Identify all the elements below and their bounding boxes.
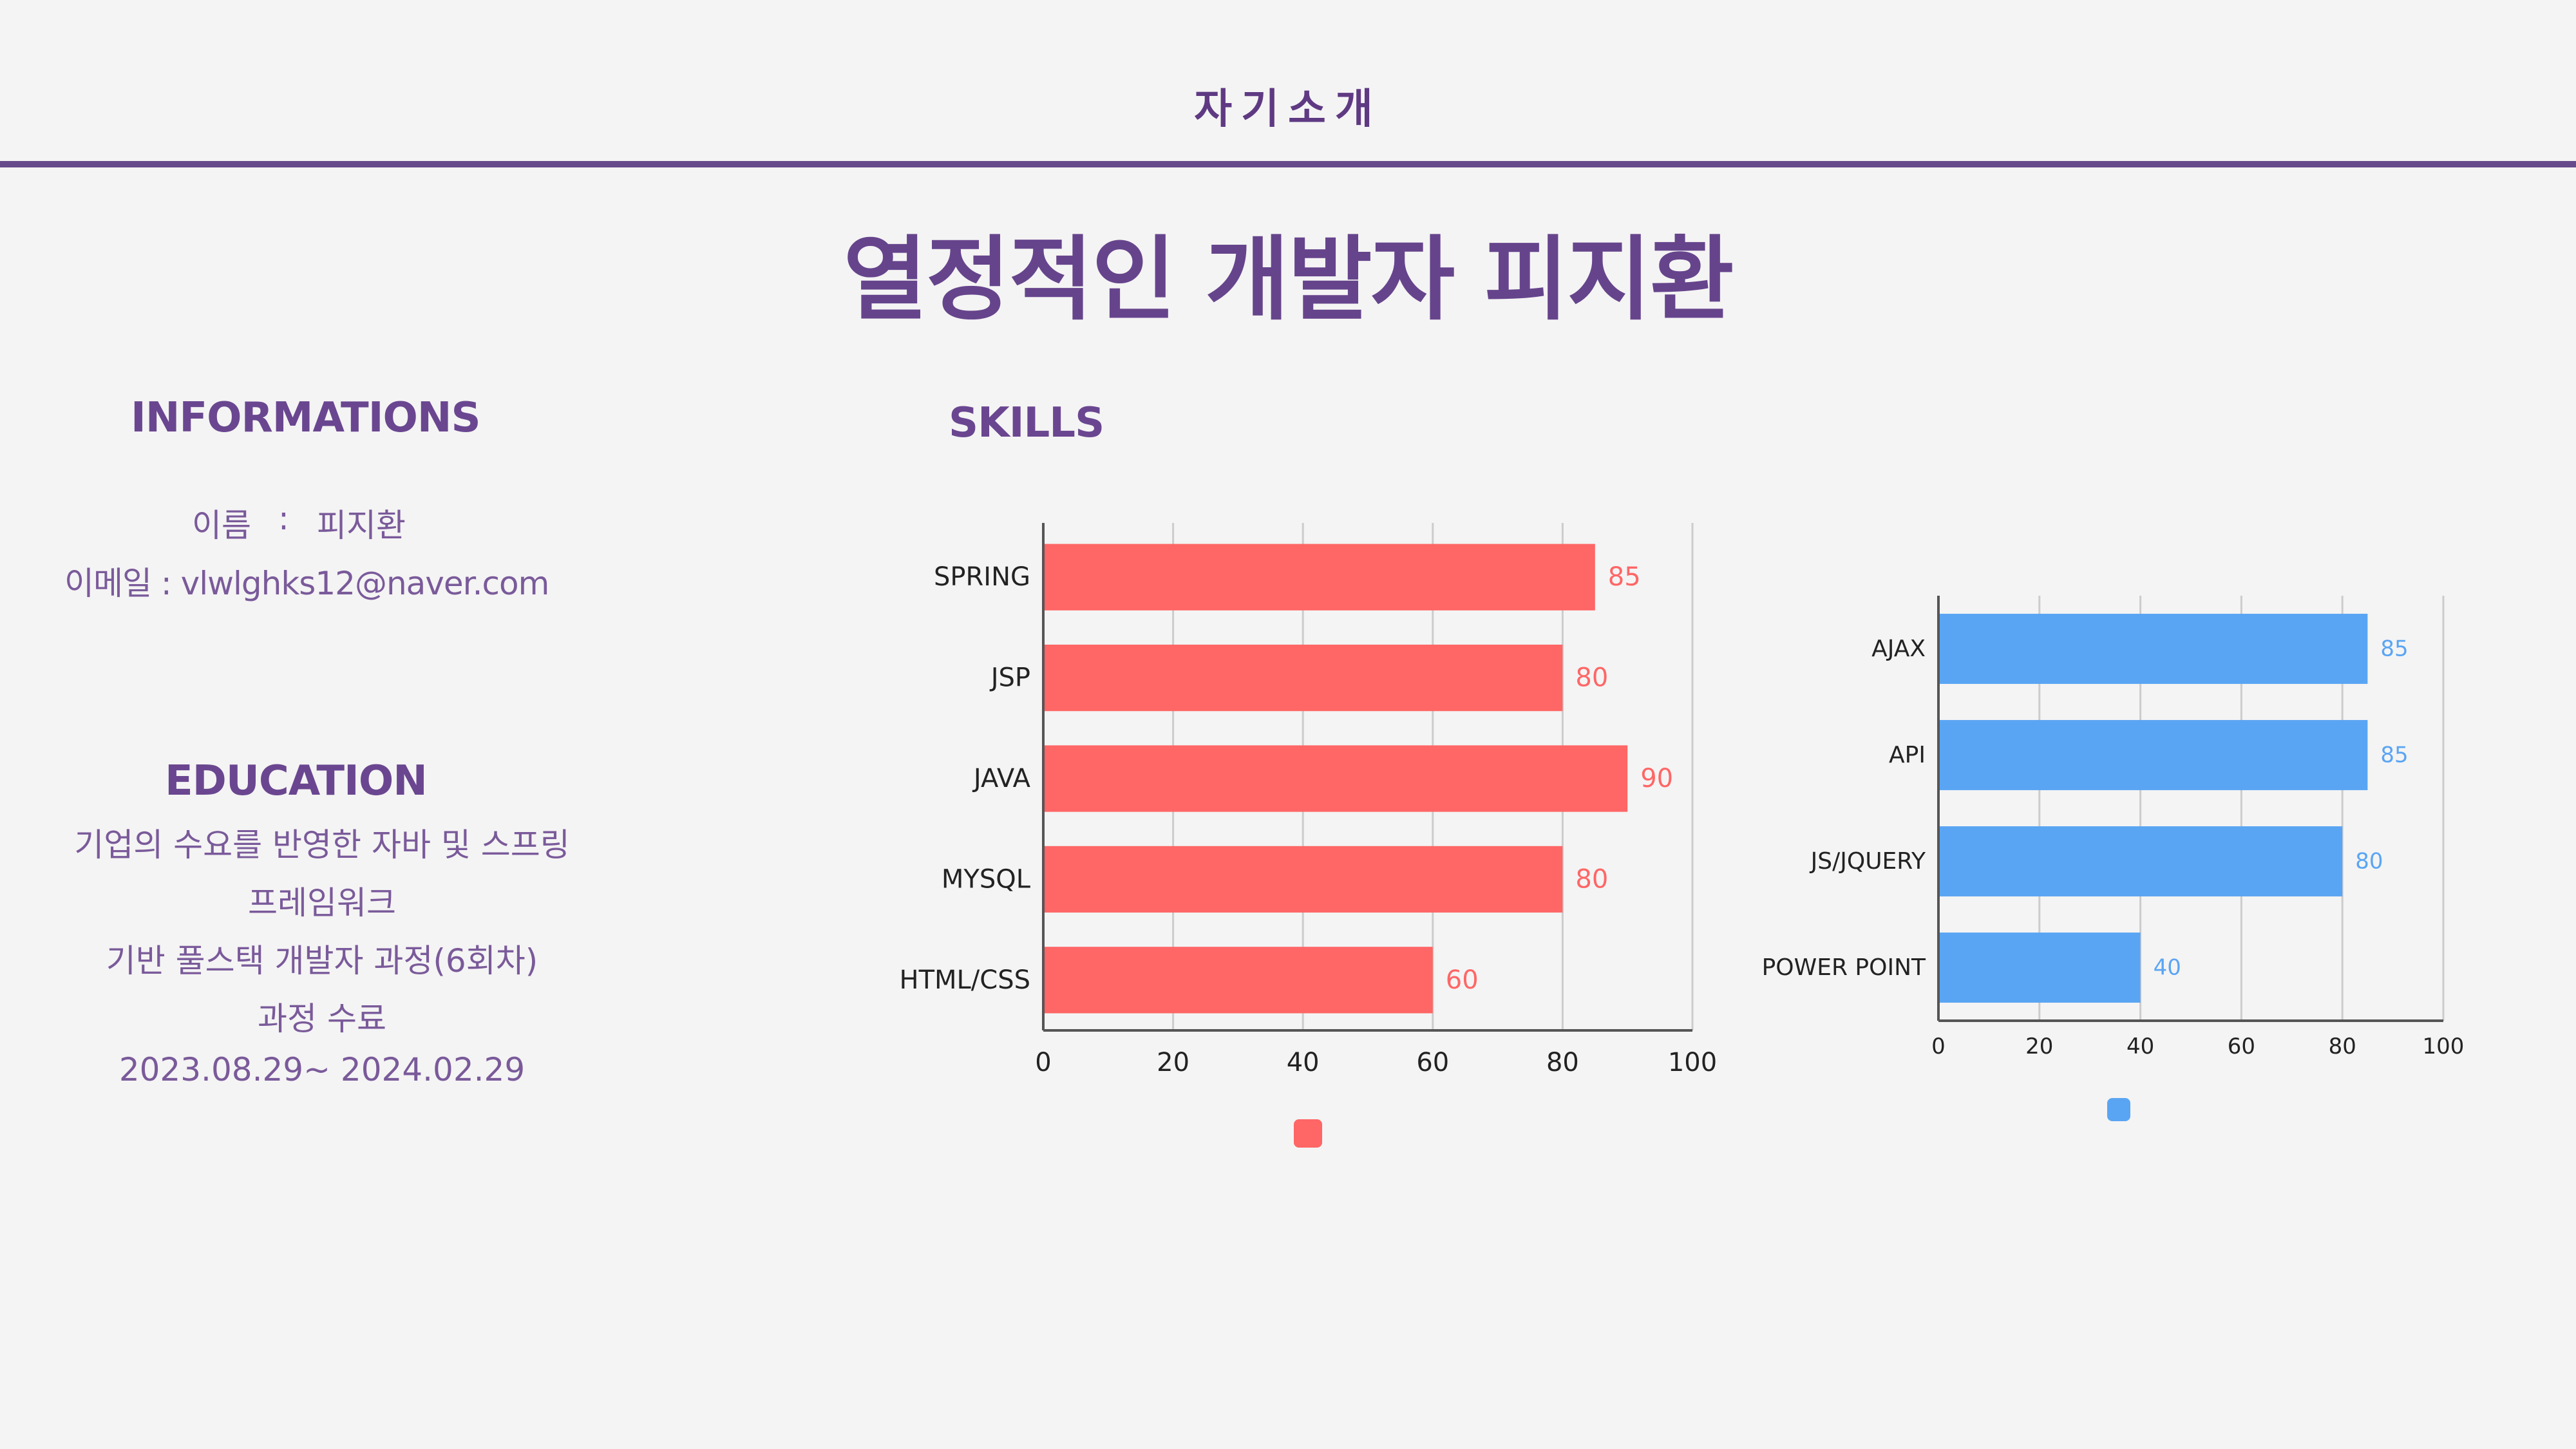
chart-1-tick-label: 20 bbox=[1157, 1048, 1189, 1077]
chart-2-category-label: API bbox=[1889, 742, 1926, 768]
chart-1-value-label: 85 bbox=[1608, 562, 1641, 592]
main-title: 열정적인 개발자 피지환 bbox=[843, 227, 1734, 333]
chart-1-tick-label: 0 bbox=[1035, 1048, 1051, 1077]
chart-1-tick-label: 40 bbox=[1287, 1048, 1320, 1077]
chart-2-legend-swatch bbox=[2107, 1098, 2130, 1121]
chart-1-tick-label: 80 bbox=[1546, 1048, 1579, 1077]
chart-2-value-label: 85 bbox=[2380, 743, 2408, 768]
chart-2-category-label: AJAX bbox=[1871, 636, 1926, 662]
chart-2-tick-label: 0 bbox=[1931, 1034, 1946, 1059]
email-line: 이메일 : vlwlghks12@naver.com bbox=[64, 565, 549, 602]
chart-2-bar bbox=[1938, 826, 2343, 896]
chart-1-bar bbox=[1043, 644, 1563, 712]
chart-1-category-label: JSP bbox=[989, 663, 1030, 693]
chart-2-tick-label: 100 bbox=[2423, 1034, 2465, 1059]
chart-2-category-label: POWER POINT bbox=[1762, 954, 1926, 981]
chart-1-bar bbox=[1043, 846, 1563, 913]
chart-1-category-label: JAVA bbox=[972, 764, 1031, 793]
chart-2-value-label: 40 bbox=[2154, 955, 2181, 981]
page-heading: 자기소개 bbox=[1194, 86, 1382, 133]
informations-title: INFORMATIONS bbox=[131, 394, 481, 442]
skills-title: SKILLS bbox=[949, 399, 1104, 447]
chart-1-category-label: MYSQL bbox=[942, 864, 1031, 894]
name-separator: : bbox=[278, 500, 289, 537]
chart-1-tick-label: 60 bbox=[1416, 1048, 1449, 1077]
chart-1-category-label: HTML/CSS bbox=[900, 965, 1031, 995]
chart-1-tick-label: 100 bbox=[1668, 1048, 1717, 1077]
chart-2-tick-label: 40 bbox=[2126, 1034, 2154, 1059]
chart-1-bar bbox=[1043, 947, 1433, 1014]
chart-2-tick-label: 20 bbox=[2025, 1034, 2053, 1059]
chart-1-value-label: 60 bbox=[1446, 965, 1479, 995]
name-label: 이름 bbox=[192, 507, 251, 544]
name-value: 피지환 bbox=[317, 507, 406, 544]
chart-1-bar bbox=[1043, 544, 1595, 611]
chart-1-value-label: 90 bbox=[1640, 764, 1673, 793]
chart-2-bar bbox=[1938, 720, 2368, 790]
chart-2-tick-label: 80 bbox=[2329, 1034, 2356, 1059]
chart-1-bar bbox=[1043, 745, 1628, 812]
chart-1-legend-swatch bbox=[1294, 1119, 1322, 1148]
header-divider bbox=[0, 161, 2576, 167]
education-line-2: 프레임워크 bbox=[248, 884, 396, 922]
education-line-4: 과정 수료 bbox=[258, 1000, 386, 1037]
education-title: EDUCATION bbox=[165, 757, 428, 805]
chart-1-value-label: 80 bbox=[1575, 663, 1608, 693]
chart-2-value-label: 85 bbox=[2380, 636, 2408, 662]
education-line-1: 기업의 수요를 반영한 자바 및 스프링 bbox=[74, 826, 570, 864]
chart-1-category-label: SPRING bbox=[934, 562, 1030, 592]
chart-2-bar bbox=[1938, 614, 2368, 684]
education-line-3: 기반 풀스택 개발자 과정(6회차) bbox=[106, 942, 538, 980]
chart-2-value-label: 80 bbox=[2355, 849, 2383, 875]
chart-2-tick-label: 60 bbox=[2228, 1034, 2255, 1059]
chart-2-category-label: JS/JQUERY bbox=[1810, 848, 1926, 875]
chart-2-bar bbox=[1938, 933, 2141, 1003]
education-line-5: 2023.08.29~ 2024.02.29 bbox=[118, 1051, 526, 1088]
chart-1-value-label: 80 bbox=[1575, 864, 1608, 894]
